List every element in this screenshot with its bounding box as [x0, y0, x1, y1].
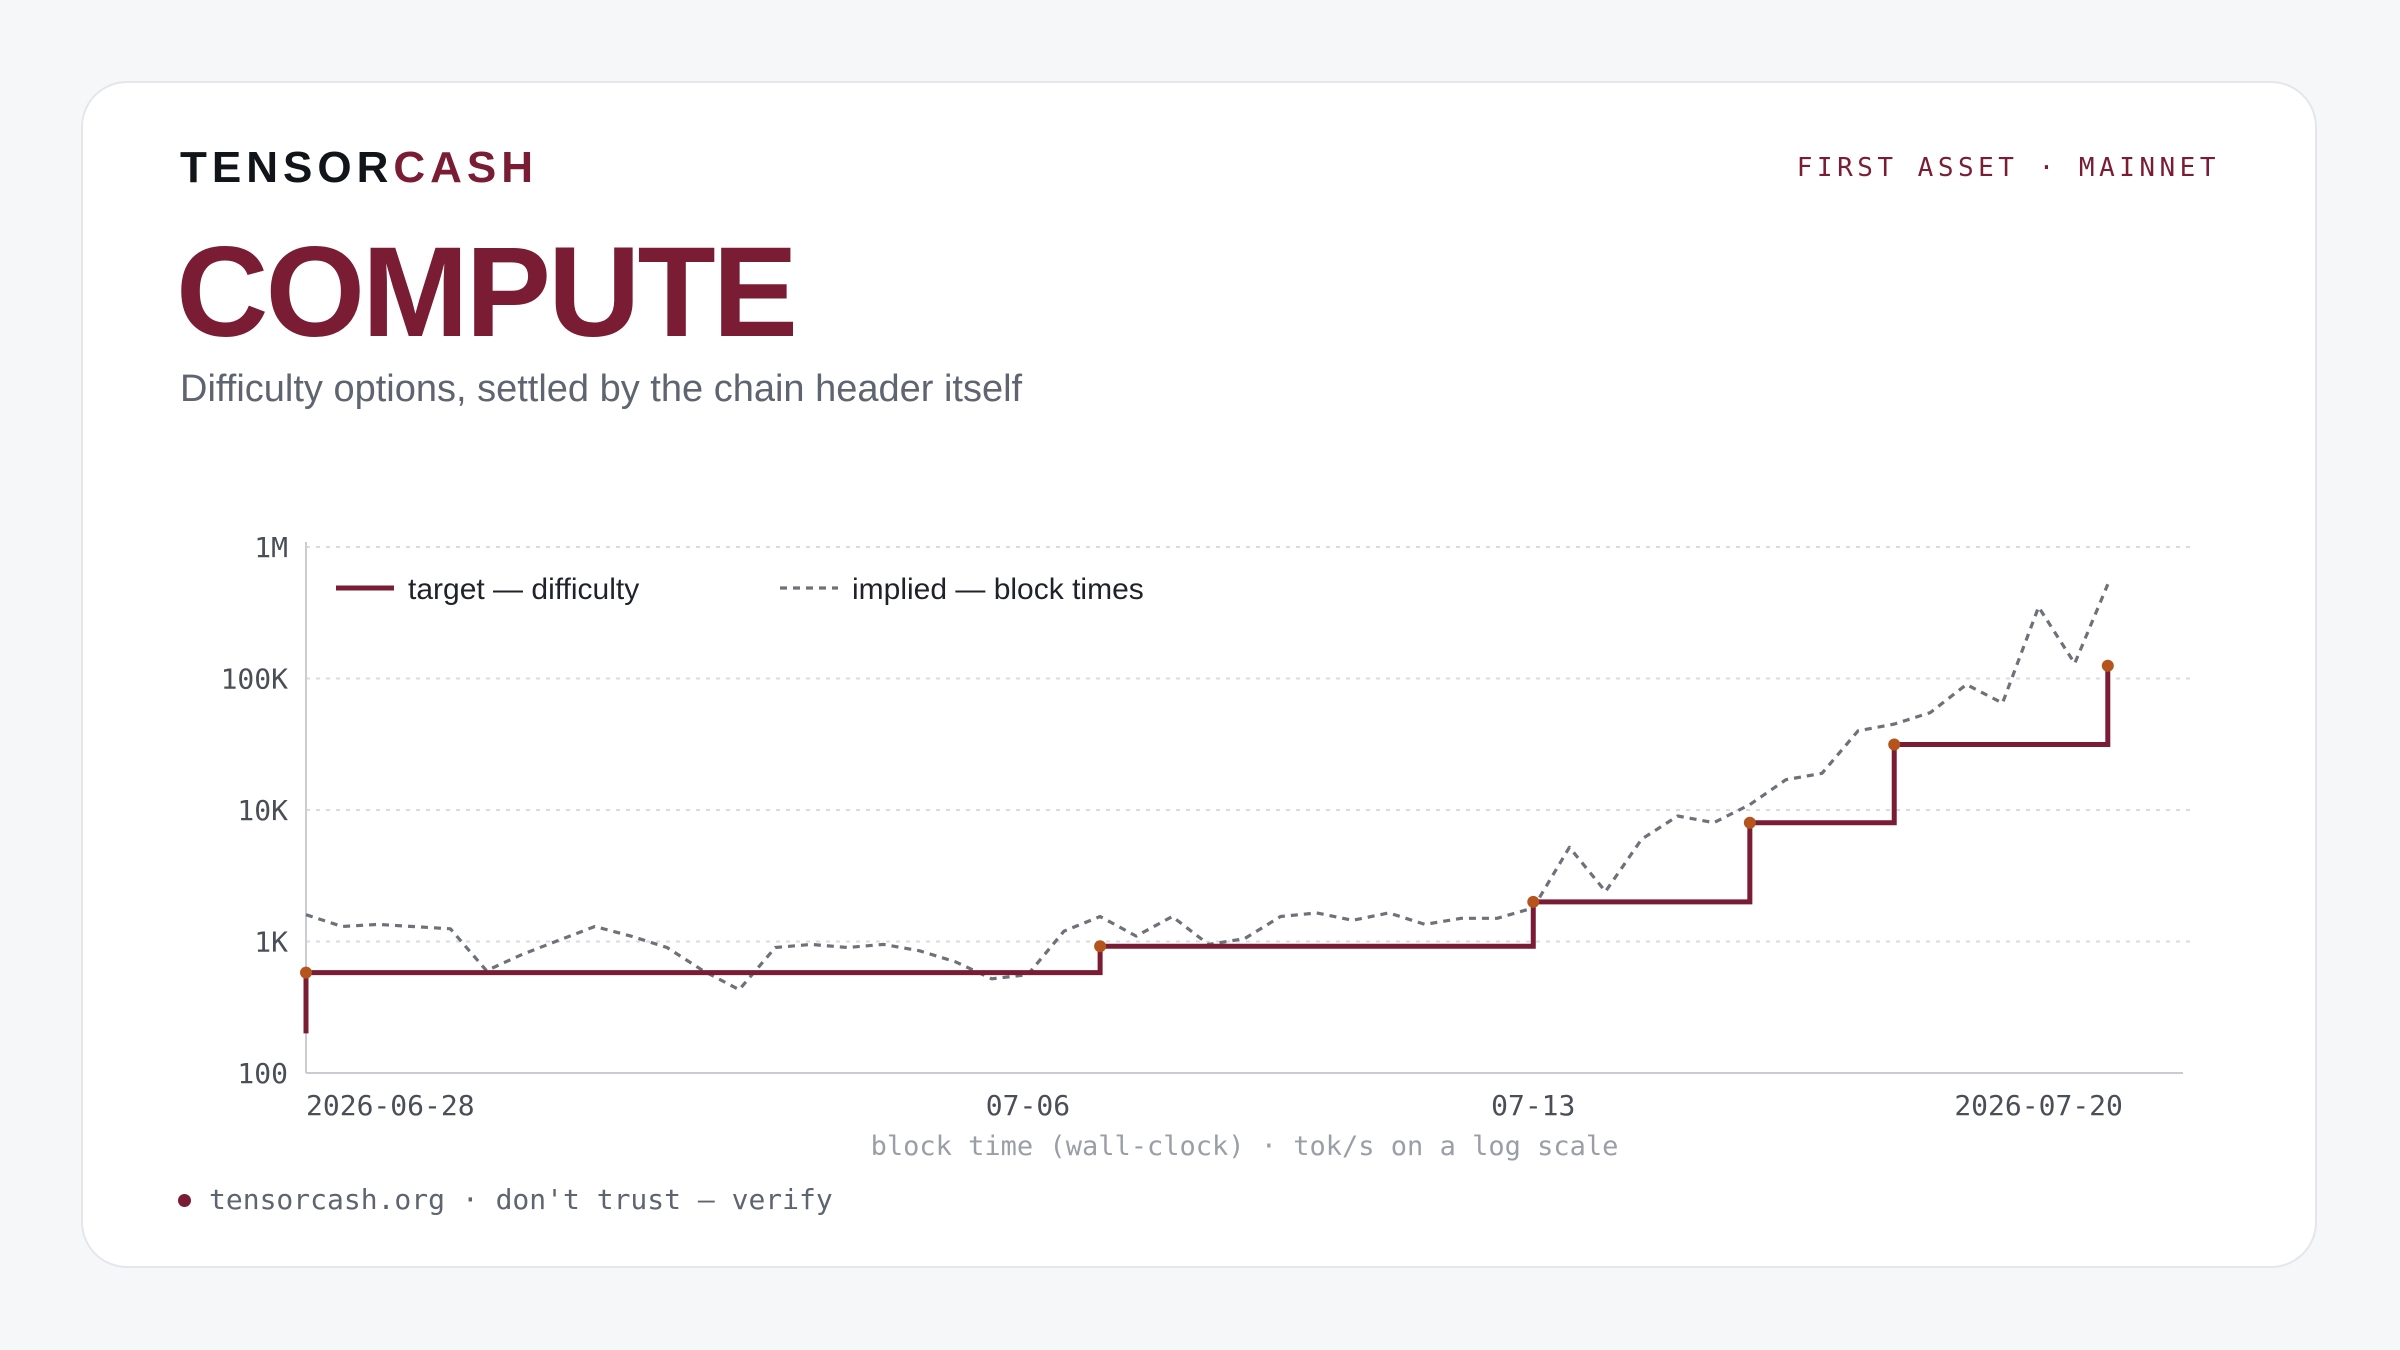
y-tick-label: 1M: [254, 531, 288, 564]
brand-logo: TENSORCASH: [180, 142, 538, 194]
y-tick-label: 10K: [237, 794, 288, 827]
x-tick-label: 07-13: [1491, 1089, 1575, 1122]
target-step-marker: [1888, 738, 1901, 751]
x-axis-label: block time (wall-clock) · tok/s on a log…: [871, 1131, 1619, 1162]
target-step-marker: [1743, 816, 1756, 829]
y-tick-label: 1K: [254, 926, 288, 959]
network-label: FIRST ASSET · MAINNET: [1796, 153, 2220, 183]
legend-target-label: target — difficulty: [408, 573, 639, 606]
target-step-marker: [1527, 895, 1540, 908]
brand-logo-part1: TENSOR: [180, 143, 394, 192]
implied-series-line: [305, 583, 2110, 992]
card: [81, 81, 2317, 1268]
y-tick-label: 100K: [221, 663, 289, 696]
page-title: COMPUTE: [176, 221, 798, 364]
target-step-marker: [2101, 659, 2114, 672]
page-subtitle: Difficulty options, settled by the chain…: [180, 368, 1023, 410]
target-series-line: [303, 665, 2111, 1034]
target-step-marker: [1094, 940, 1107, 953]
footer: tensorcash.org · don't trust — verify: [178, 1180, 833, 1220]
brand-logo-part2: CASH: [393, 143, 539, 192]
legend-implied-label: implied — block times: [852, 573, 1144, 606]
y-tick-label: 100: [237, 1057, 288, 1090]
x-tick-label: 2026-07-20: [1954, 1089, 2123, 1122]
target-step-marker: [300, 966, 312, 979]
footer-dot-icon: [178, 1193, 191, 1207]
x-tick-label: 2026-06-28: [306, 1089, 475, 1122]
x-tick-label: 07-06: [986, 1089, 1070, 1122]
footer-text: tensorcash.org · don't trust — verify: [209, 1183, 833, 1216]
